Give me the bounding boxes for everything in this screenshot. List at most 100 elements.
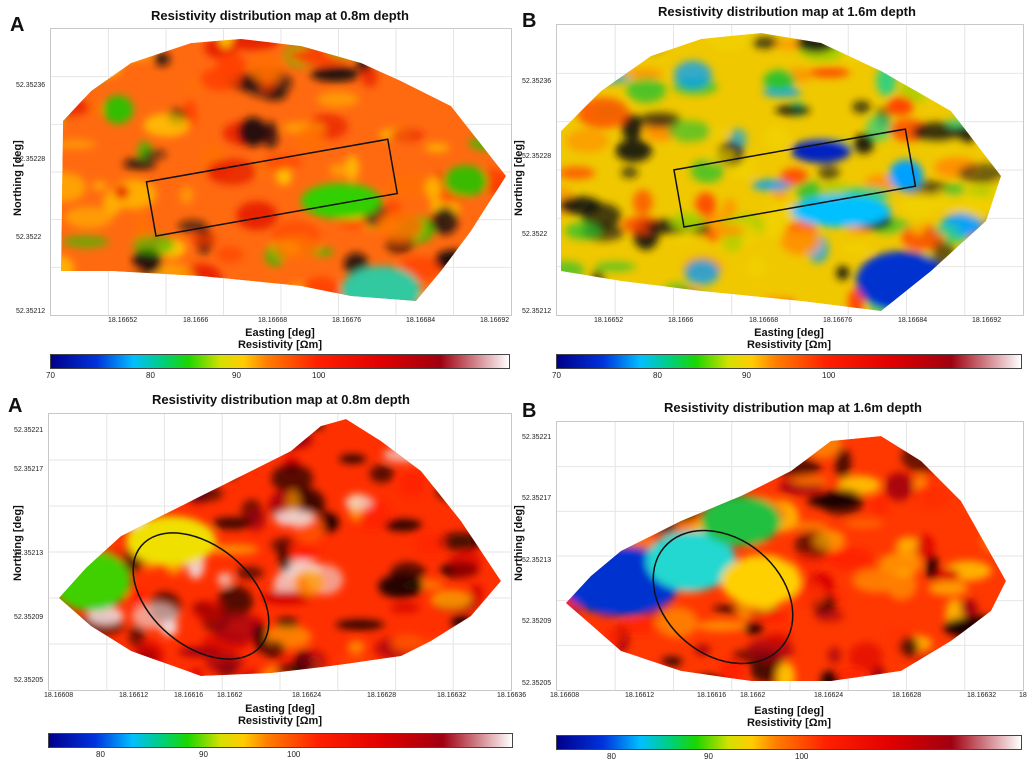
resistivity-blob [132, 248, 162, 276]
resistivity-blob [425, 176, 442, 201]
resistivity-blob [273, 509, 314, 526]
resistivity-blob [136, 305, 177, 315]
resistivity-blob [479, 247, 506, 259]
resistivity-blob [958, 163, 1001, 184]
resistivity-blob [301, 183, 381, 219]
resistivity-blob [129, 268, 143, 281]
resistivity-blob [730, 436, 750, 451]
resistivity-blob [183, 80, 204, 92]
resistivity-blob [694, 644, 711, 655]
resistivity-blob [114, 184, 130, 200]
resistivity-blob [49, 679, 81, 690]
resistivity-blob [262, 29, 291, 35]
resistivity-blob [407, 39, 423, 58]
resistivity-blob [906, 39, 948, 53]
resistivity-blob [790, 476, 828, 486]
resistivity-blob [207, 436, 252, 453]
resistivity-blob [59, 662, 73, 676]
x-tick-label: 18.16608 [44, 692, 74, 699]
resistivity-blob [943, 617, 991, 638]
resistivity-map [49, 414, 511, 690]
resistivity-blob [341, 266, 421, 301]
x-tick-label: 18.16628 [367, 692, 397, 699]
colorbar-tick-label: 100 [795, 752, 809, 761]
panel-letter: A [8, 395, 23, 417]
resistivity-blob [287, 49, 339, 62]
x-tick-label: 18.1662 [217, 692, 243, 699]
resistivity-blob [568, 547, 586, 569]
resistivity-blob [808, 67, 850, 78]
resistivity-blob [621, 498, 668, 513]
resistivity-blob [780, 168, 809, 185]
resistivity-blob [996, 660, 1006, 681]
resistivity-blob [283, 420, 325, 431]
resistivity-blob [450, 451, 499, 464]
y-axis-label: Northing [deg] [513, 505, 525, 581]
resistivity-blob [655, 494, 699, 524]
colorbar-tick-label: 90 [704, 752, 713, 761]
resistivity-blob [577, 97, 630, 129]
resistivity-blob [989, 636, 1006, 666]
resistivity-blob [92, 181, 107, 190]
resistivity-blob [589, 440, 619, 460]
x-tick-label: 18.1662 [740, 692, 766, 699]
resistivity-blob [61, 284, 84, 301]
resistivity-blob [899, 636, 919, 657]
resistivity-blob [401, 52, 431, 61]
colorbar [50, 354, 510, 369]
resistivity-blob [763, 70, 796, 92]
y-tick-label: 52.35212 [16, 308, 46, 315]
resistivity-blob [369, 464, 394, 483]
resistivity-blob [121, 510, 145, 528]
resistivity-blob [329, 163, 349, 177]
colorbar-title: Resistivity [Ωm] [746, 717, 831, 729]
resistivity-blob [572, 645, 612, 674]
resistivity-blob [751, 179, 794, 191]
panel-letter: B [522, 400, 537, 422]
resistivity-blob [955, 125, 977, 143]
resistivity-blob [684, 259, 720, 286]
map-panel: A Resistivity distribution map at 0.8m d… [0, 385, 526, 767]
resistivity-blob [236, 201, 278, 231]
resistivity-blob [762, 217, 782, 239]
y-axis-label: Northing [deg] [513, 140, 525, 216]
resistivity-blob [910, 220, 926, 235]
resistivity-blob [627, 42, 655, 51]
resistivity-blob [217, 572, 233, 587]
resistivity-blob [120, 276, 145, 294]
resistivity-blob [399, 472, 425, 497]
resistivity-blob [469, 39, 499, 57]
resistivity-blob [276, 168, 292, 185]
resistivity-blob [272, 234, 320, 261]
resistivity-blob [1012, 126, 1023, 145]
resistivity-blob [922, 33, 958, 58]
resistivity-blob [215, 245, 244, 264]
x-tick-label: 18.16608 [550, 692, 580, 699]
resistivity-blob [701, 496, 781, 546]
resistivity-blob [262, 154, 304, 170]
colorbar-tick-label: 70 [46, 371, 55, 380]
survey-area [61, 29, 506, 315]
resistivity-blob [129, 29, 170, 38]
x-axis-label: Easting [deg] [245, 327, 315, 339]
resistivity-map [557, 422, 1023, 690]
resistivity-blob [237, 422, 259, 453]
resistivity-blob [967, 278, 1001, 293]
colorbar-tick-label: 70 [552, 371, 561, 380]
x-tick-label: 18.16616 [174, 692, 204, 699]
resistivity-blob [955, 459, 994, 489]
resistivity-blob [444, 647, 486, 672]
resistivity-blob [646, 531, 736, 591]
resistivity-blob [900, 194, 938, 216]
y-tick-label: 52.35212 [522, 308, 552, 315]
colorbar-tick-label: 100 [287, 750, 301, 759]
resistivity-blob [654, 608, 697, 637]
x-tick-label: 18.16636 [1019, 692, 1027, 699]
resistivity-blob [947, 422, 992, 433]
resistivity-blob [762, 87, 802, 97]
resistivity-blob [626, 68, 664, 80]
resistivity-blob [719, 658, 746, 681]
resistivity-blob [222, 463, 239, 479]
resistivity-blob [980, 529, 1006, 553]
resistivity-blob [376, 211, 424, 242]
